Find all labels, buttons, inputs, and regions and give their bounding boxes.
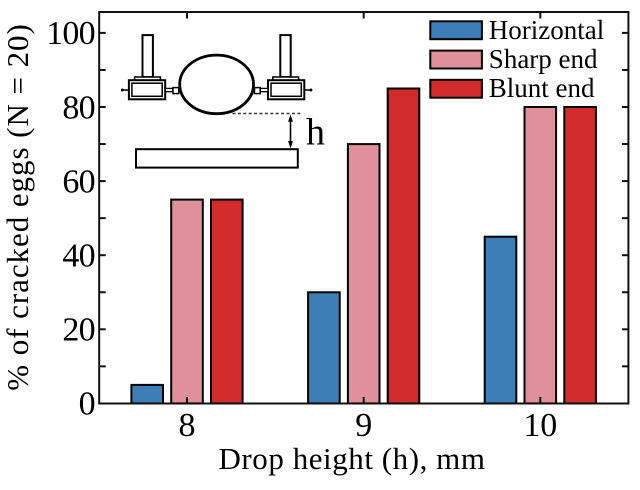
svg-text:Horizontal: Horizontal [489,15,604,45]
svg-text:9: 9 [355,407,372,444]
svg-text:8: 8 [179,407,196,444]
svg-text:Sharp end: Sharp end [489,44,598,74]
svg-text:Blunt end: Blunt end [489,73,595,103]
svg-text:Drop height (h), mm: Drop height (h), mm [218,441,485,476]
svg-text:20: 20 [62,312,94,349]
svg-text:40: 40 [62,238,94,275]
svg-text:80: 80 [62,89,94,126]
svg-text:0: 0 [79,386,95,423]
svg-text:10: 10 [523,407,557,444]
svg-text:60: 60 [62,163,94,200]
svg-text:% of cracked eggs (N = 20): % of cracked eggs (N = 20) [0,23,35,391]
svg-text:100: 100 [46,15,95,52]
svg-text:h: h [306,111,325,153]
